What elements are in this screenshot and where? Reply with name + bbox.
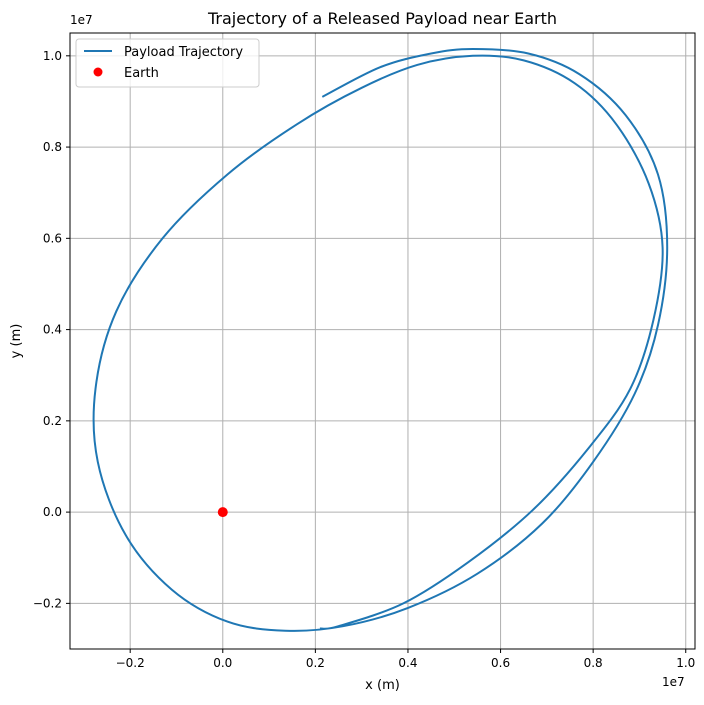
legend-box [75, 38, 260, 88]
legend-earth-label: Earth [124, 66, 159, 81]
y-tick-label: 0.6 [43, 231, 62, 245]
earth-marker [217, 507, 228, 518]
y-tick-label: 0.4 [43, 323, 62, 337]
y-tick-label: 0.8 [43, 140, 62, 154]
axes-frame [69, 32, 696, 650]
tick-marks: −0.2 0.0 0.2 0.4 0.6 0.8 1.0 −0.2 0.0 0.2 0.4 0.6 0.… [33, 49, 695, 670]
grid-lines [70, 33, 695, 649]
legend: Payload Trajectory Earth [75, 38, 260, 88]
x-axis-label: x (m) [365, 678, 400, 693]
x-tick-label: 0.0 [213, 656, 232, 670]
x-tick-label: 0.4 [398, 656, 417, 670]
y-tick-label: 0.2 [43, 414, 62, 428]
y-axis-label: y (m) [9, 324, 24, 359]
plot-area [92, 48, 669, 632]
chart-title: Trajectory of a Released Payload near Ea… [207, 9, 557, 28]
y-tick-label: −0.2 [33, 596, 62, 610]
y-tick-label: 1.0 [43, 49, 62, 63]
x-tick-label: 0.6 [491, 656, 510, 670]
legend-trajectory-label: Payload Trajectory [124, 45, 243, 60]
legend-earth-swatch [93, 67, 103, 77]
y-offset-label: 1e7 [70, 13, 93, 27]
x-offset-label: 1e7 [662, 675, 685, 689]
y-tick-label: 0.0 [43, 505, 62, 519]
x-tick-label: 1.0 [676, 656, 695, 670]
trajectory-line [92, 48, 669, 632]
x-tick-label: −0.2 [116, 656, 145, 670]
x-tick-label: 0.2 [306, 656, 325, 670]
x-tick-label: 0.8 [584, 656, 603, 670]
